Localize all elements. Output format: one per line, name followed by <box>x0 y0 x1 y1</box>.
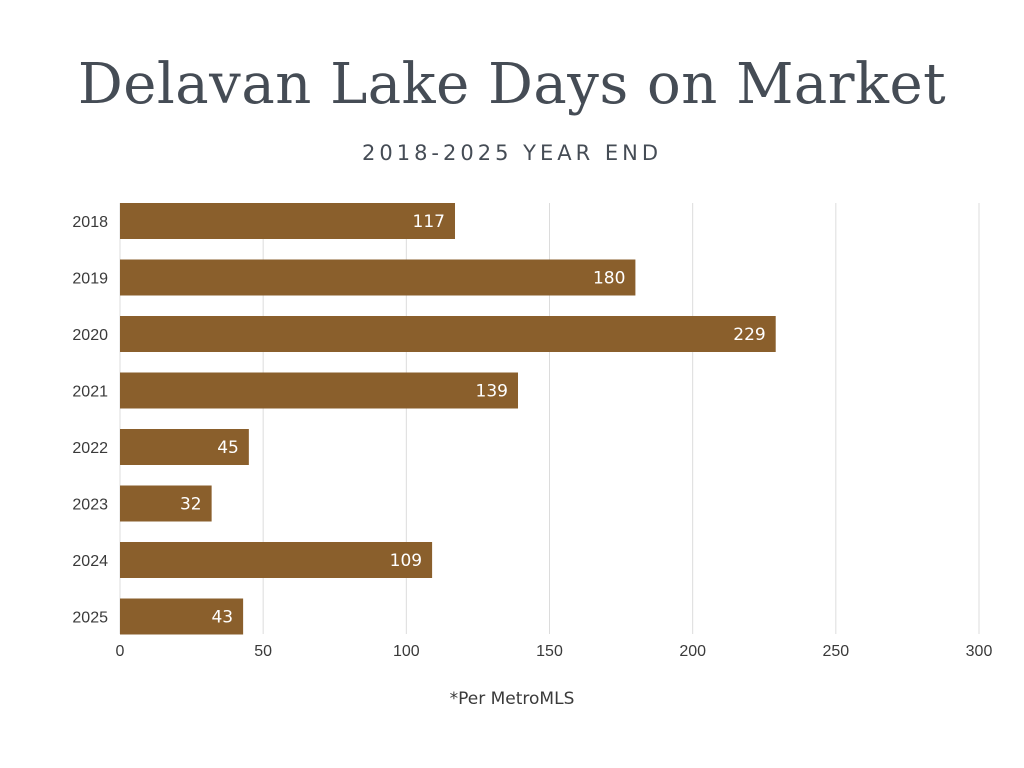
bar-value-label-2020: 229 <box>733 325 765 345</box>
bar-2018 <box>120 203 456 239</box>
bar-value-label-2022: 45 <box>217 438 239 458</box>
chart-subtitle: 2018-2025 YEAR END <box>361 141 663 165</box>
x-tick-label-300: 300 <box>966 643 993 660</box>
x-tick-labels: 0 50 100 150 200 250 300 <box>116 643 993 660</box>
bar-2019 <box>120 259 636 296</box>
category-labels: 2018 2019 2020 2021 2022 2023 2024 2025 <box>72 214 108 627</box>
bar-2024 <box>120 542 433 578</box>
bar-value-label-2023: 32 <box>180 495 202 515</box>
bar-value-label-2024: 109 <box>390 551 422 571</box>
bar-value-label-2025: 43 <box>211 608 233 628</box>
category-label-2024: 2024 <box>72 553 108 570</box>
category-label-2018: 2018 <box>72 214 108 231</box>
bar-2021 <box>120 372 519 409</box>
bar-value-label-2019: 180 <box>593 269 625 289</box>
x-tick-label-50: 50 <box>254 643 272 660</box>
category-label-2023: 2023 <box>72 497 108 514</box>
bars: 117 180 229 139 45 32 109 43 <box>120 203 776 635</box>
footnote: *Per MetroMLS <box>449 689 575 709</box>
category-label-2022: 2022 <box>72 440 108 457</box>
bar-value-label-2018: 117 <box>413 212 445 232</box>
bar-2025 <box>120 598 244 635</box>
bar-value-label-2021: 139 <box>476 382 508 402</box>
category-label-2021: 2021 <box>72 384 108 401</box>
x-tick-label-250: 250 <box>822 643 849 660</box>
bar-2020 <box>120 316 776 352</box>
x-tick-label-0: 0 <box>116 643 125 660</box>
x-tick-label-200: 200 <box>679 643 706 660</box>
category-label-2020: 2020 <box>72 327 108 344</box>
x-tick-label-150: 150 <box>536 643 563 660</box>
x-tick-label-100: 100 <box>393 643 420 660</box>
category-label-2019: 2019 <box>72 271 108 288</box>
category-label-2025: 2025 <box>72 610 108 627</box>
chart-title: Delavan Lake Days on Market <box>77 52 947 117</box>
bar-2023 <box>120 485 212 522</box>
bar-2022 <box>120 429 249 465</box>
